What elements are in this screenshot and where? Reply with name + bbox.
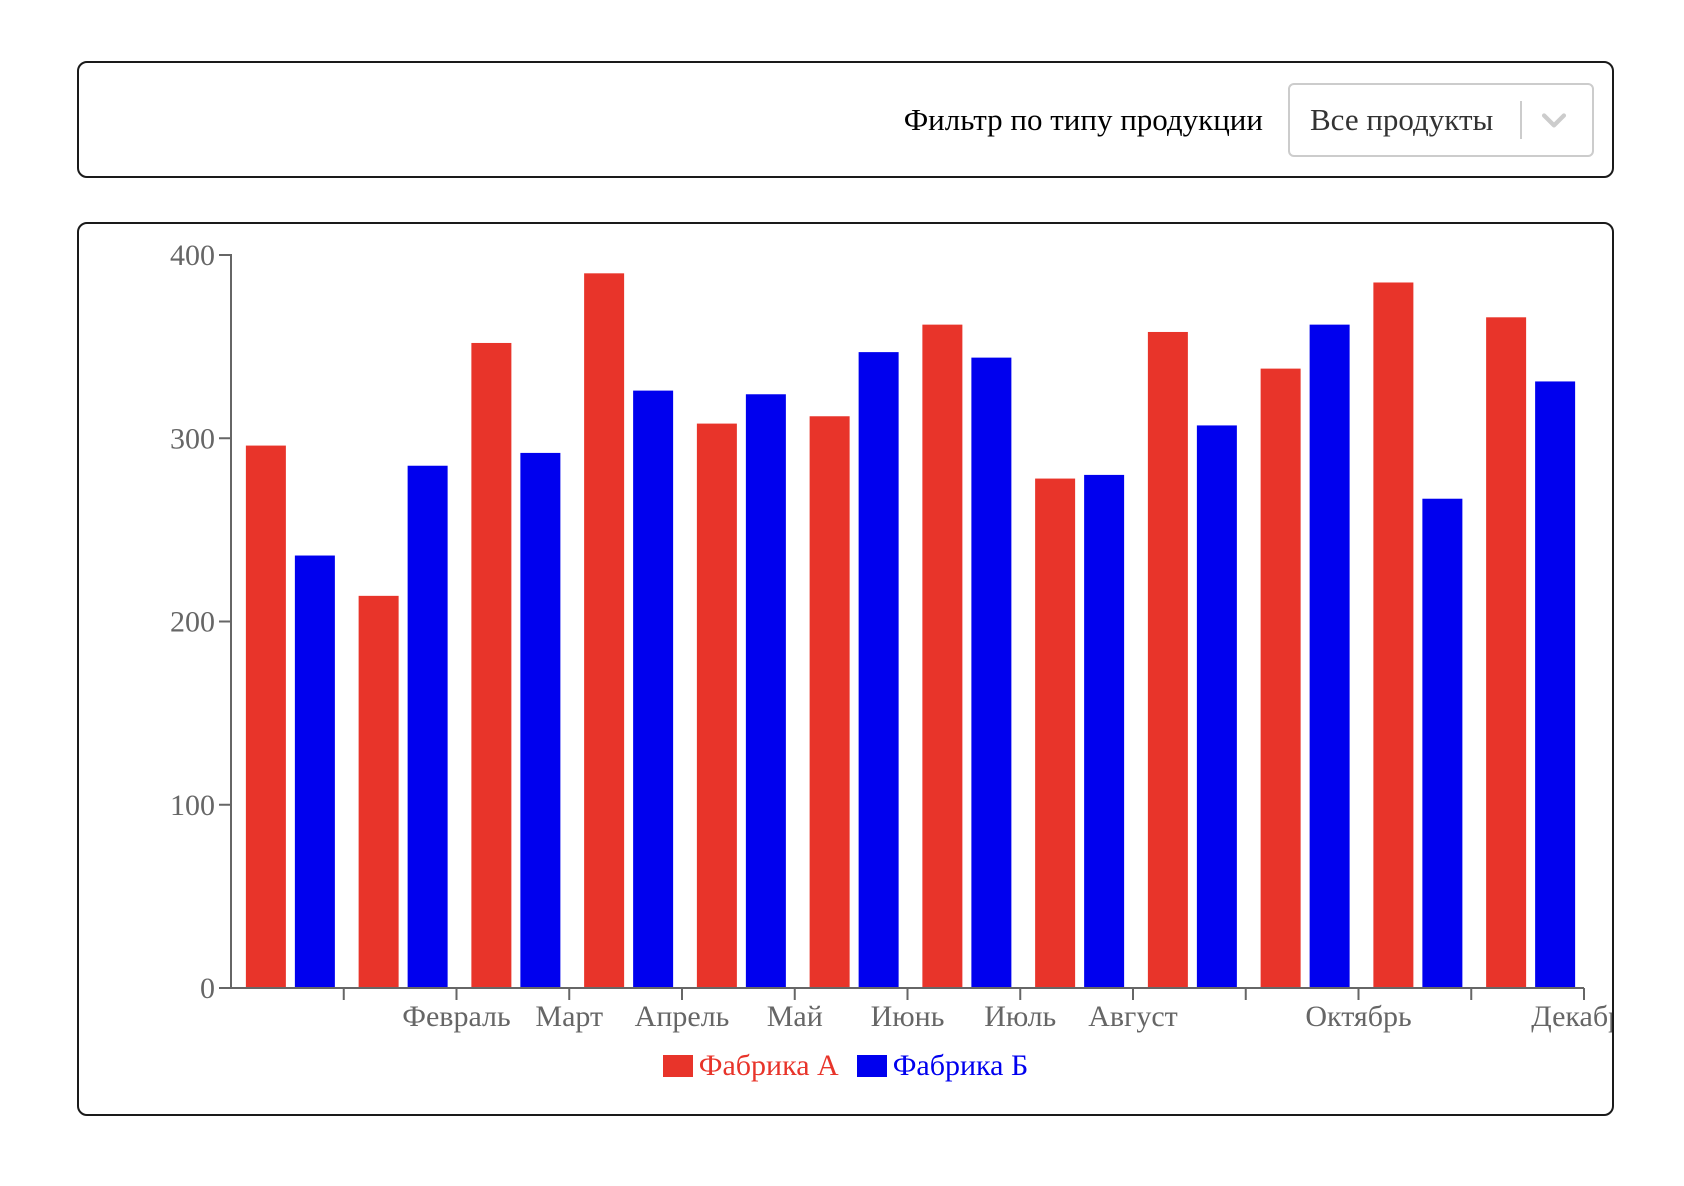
x-tick-label: Август	[1088, 1000, 1178, 1033]
bar-factory-b-2[interactable]	[407, 465, 448, 988]
y-axis: 0 100 200 300 400	[170, 239, 232, 1005]
bar-factory-a-10[interactable]	[1260, 368, 1301, 988]
bar-factory-a-4[interactable]	[584, 273, 625, 988]
legend-swatch-factory-a	[662, 1055, 693, 1077]
bar-factory-a-1[interactable]	[245, 445, 286, 988]
bar-factory-b-3[interactable]	[520, 452, 561, 988]
y-tick-label: 200	[170, 606, 215, 639]
legend-item-factory-b: Фабрика Б	[856, 1049, 1029, 1083]
bar-factory-b-9[interactable]	[1196, 425, 1237, 988]
x-tick-label: Июль	[984, 1000, 1056, 1033]
bar-factory-a-6[interactable]	[809, 416, 850, 988]
bar-factory-b-8[interactable]	[1084, 474, 1125, 988]
bar-factory-b-1[interactable]	[294, 555, 335, 988]
bar-factory-b-5[interactable]	[745, 394, 786, 988]
bars	[245, 273, 1576, 989]
select-value: Все продукты	[1310, 102, 1494, 137]
product-type-select[interactable]: Все продукты	[1288, 83, 1594, 157]
bar-factory-a-3[interactable]	[471, 342, 512, 989]
legend: Фабрика А Фабрика Б	[79, 1046, 1612, 1086]
y-tick-label: 300	[170, 422, 215, 455]
x-tick-label: Декабрь	[1531, 1000, 1612, 1033]
bar-factory-a-7[interactable]	[922, 324, 963, 988]
filter-label: Фильтр по типу продукции	[903, 102, 1263, 137]
bar-factory-a-5[interactable]	[696, 423, 737, 989]
x-tick-label: Февраль	[402, 1000, 510, 1033]
legend-swatch-factory-b	[856, 1055, 887, 1077]
x-axis: Февраль Март Апрель Май Июнь Июль Август Октябр…	[231, 987, 1612, 1033]
x-tick-label: Июнь	[871, 1000, 945, 1033]
bar-factory-b-11[interactable]	[1422, 498, 1463, 988]
x-tick-label: Май	[767, 1000, 823, 1033]
bar-factory-a-12[interactable]	[1486, 317, 1527, 988]
bar-factory-b-10[interactable]	[1309, 324, 1350, 988]
legend-label-factory-a: Фабрика А	[698, 1049, 839, 1082]
bar-factory-a-11[interactable]	[1373, 282, 1414, 988]
filter-panel: Фильтр по типу продукции Все продукты	[77, 61, 1614, 178]
x-tick-label: Март	[535, 1000, 603, 1033]
x-tick-label: Октябрь	[1305, 1000, 1411, 1033]
y-tick-label: 100	[170, 789, 215, 822]
legend-label-factory-b: Фабрика Б	[892, 1049, 1029, 1082]
bar-chart: 0 100 200 300 400 Февраль Март Апрель Май Июнь Ию…	[170, 239, 1612, 1033]
bar-factory-a-8[interactable]	[1035, 478, 1076, 988]
bar-factory-b-7[interactable]	[971, 357, 1012, 988]
bar-factory-b-4[interactable]	[633, 390, 674, 988]
chart-panel: 0 100 200 300 400 Февраль Март Апрель Май Июнь Ию…	[77, 222, 1614, 1116]
select-separator	[1520, 101, 1522, 139]
x-tick-label: Апрель	[635, 1000, 730, 1033]
y-tick-label: 0	[200, 972, 215, 1005]
y-tick-label: 400	[170, 239, 215, 272]
bar-factory-b-6[interactable]	[858, 352, 899, 988]
bar-factory-b-12[interactable]	[1535, 381, 1576, 988]
chevron-down-icon[interactable]	[1536, 102, 1572, 138]
legend-item-factory-a: Фабрика А	[662, 1049, 839, 1083]
bar-factory-a-9[interactable]	[1147, 331, 1188, 989]
bar-factory-a-2[interactable]	[358, 595, 399, 988]
